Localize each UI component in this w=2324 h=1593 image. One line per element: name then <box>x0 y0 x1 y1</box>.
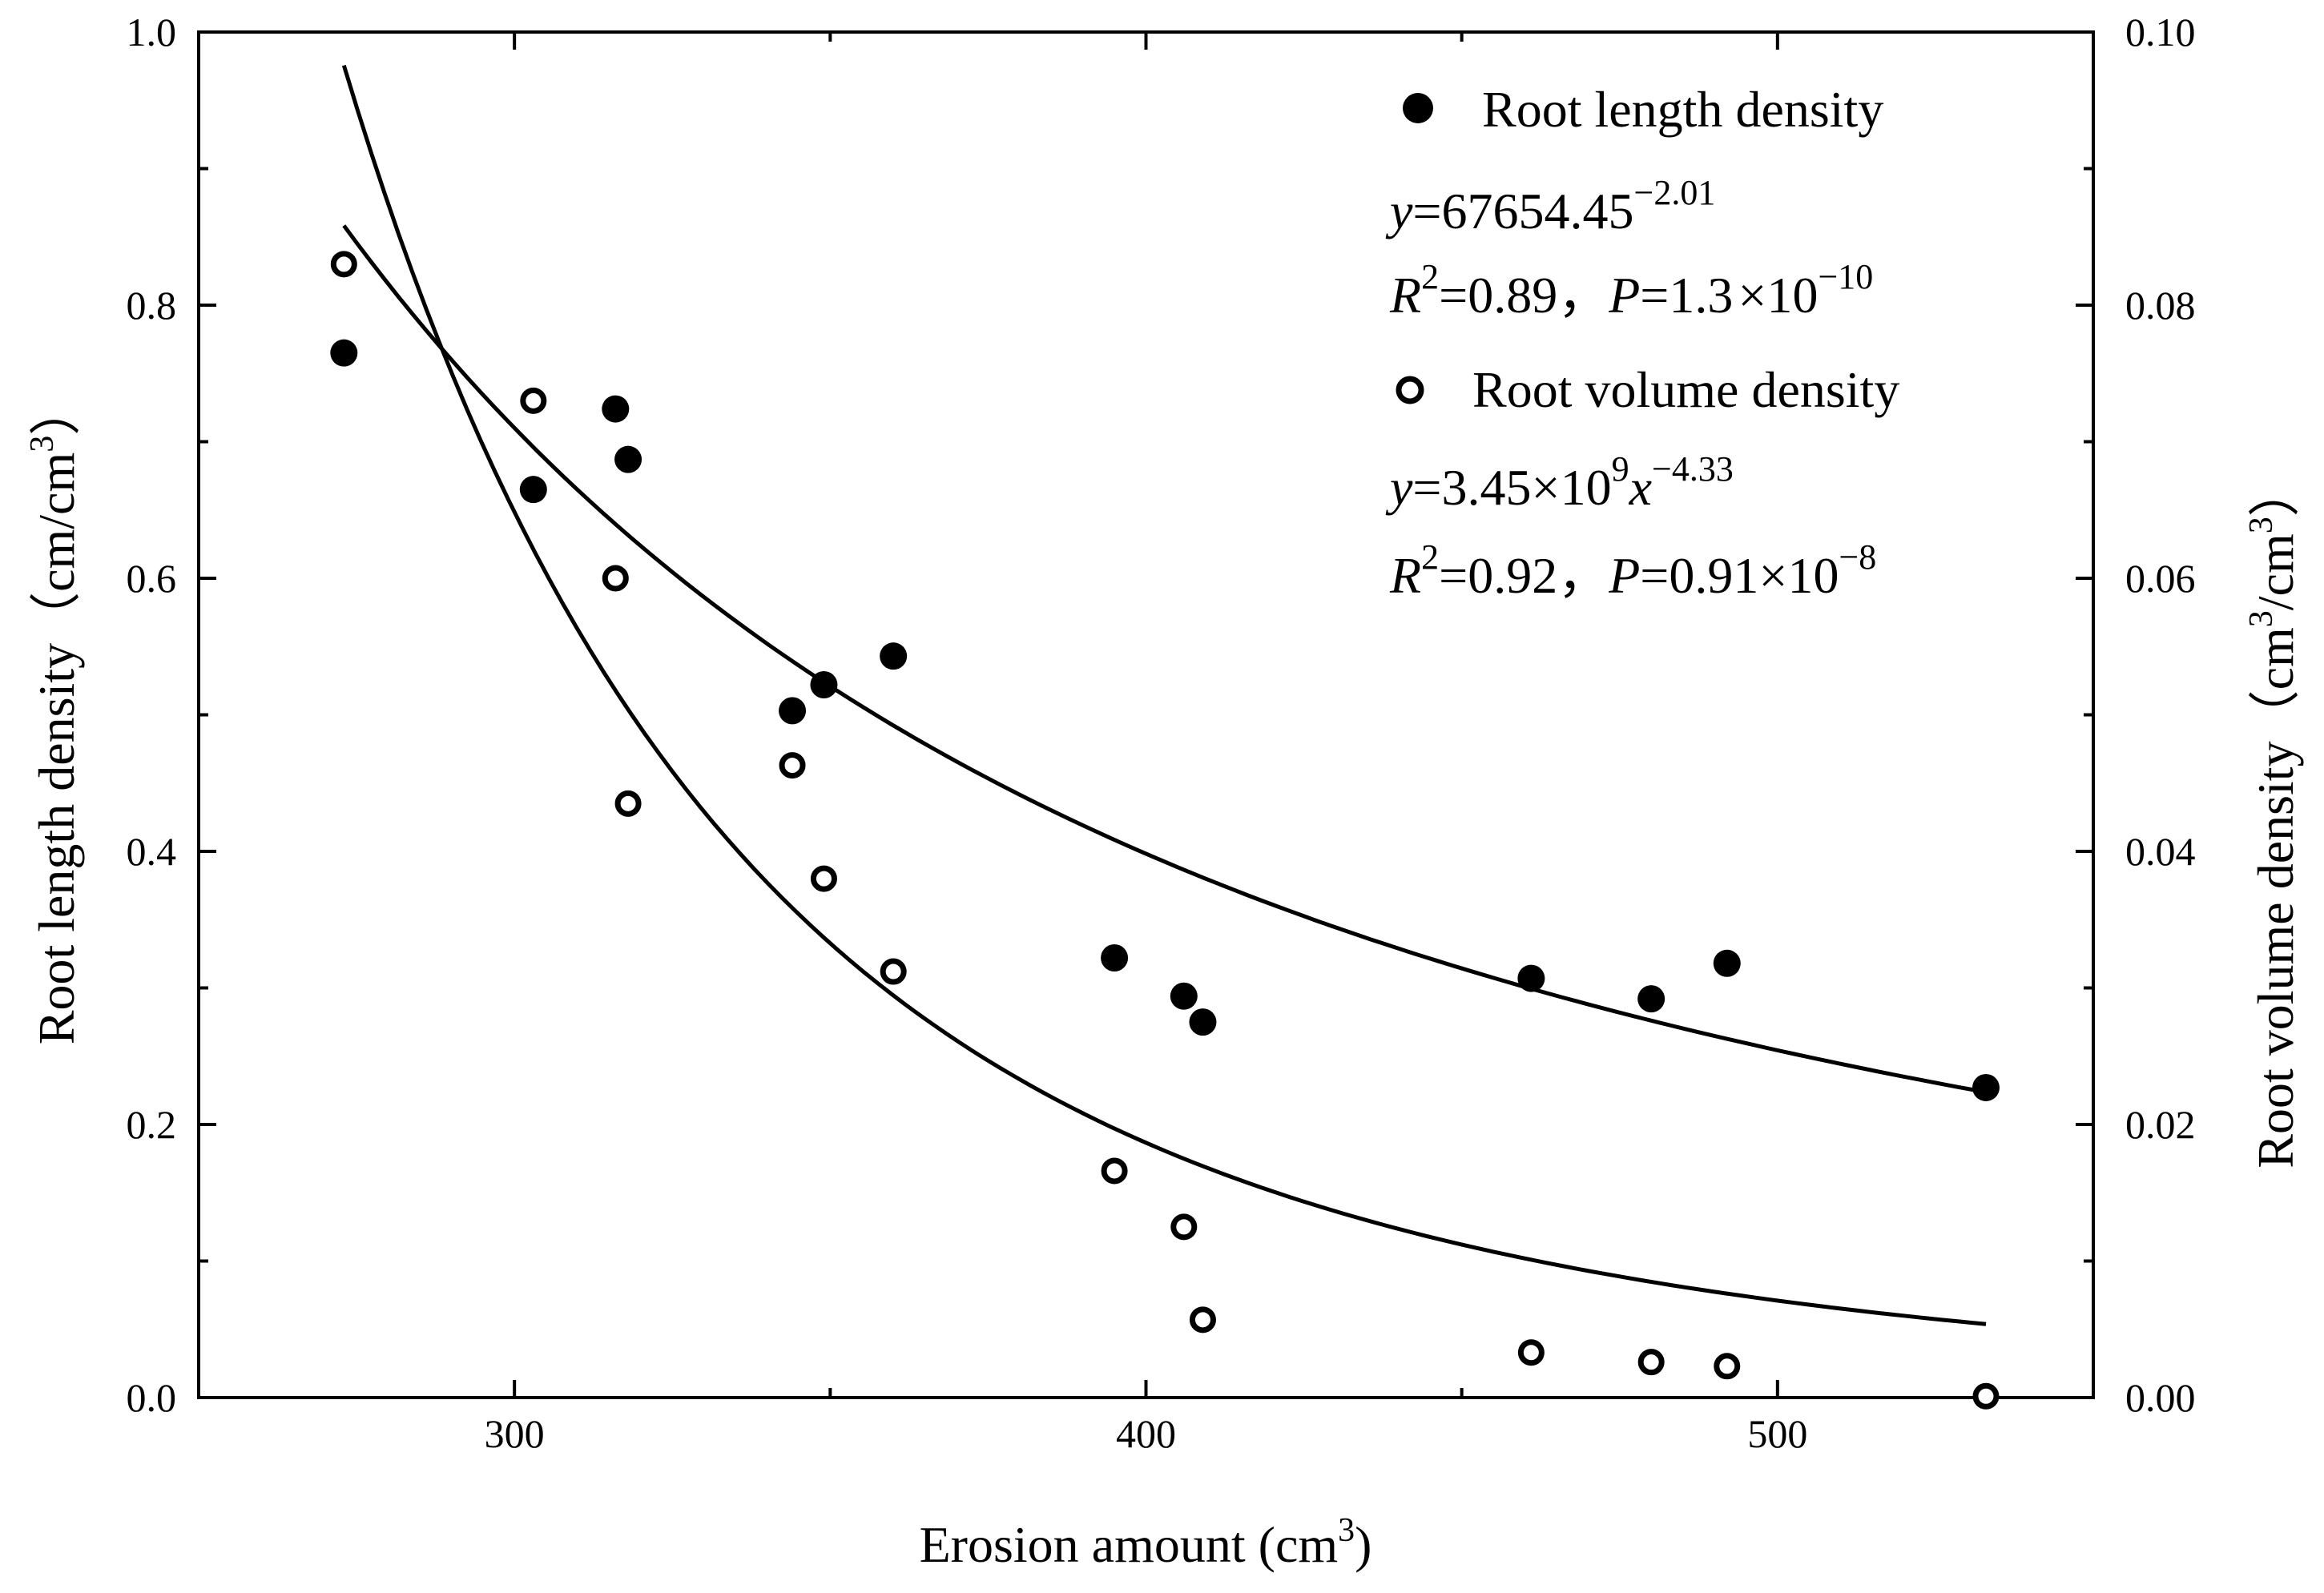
tick-labels: 300 400 500 0.0 0.2 0.4 0.6 0.8 1.0 0.00 0.02 0.04 0… <box>127 10 2196 1456</box>
plot-frame <box>197 30 2095 1399</box>
point-root-volume <box>1714 1353 1741 1380</box>
legend-marker-filled <box>1403 93 1433 123</box>
point-root-volume <box>1517 1339 1545 1366</box>
y-axis-right-title: Root volume density（cm3/cm3） <box>2243 465 2304 1168</box>
legend: Root length density y=67654.45−2.01 R2=0… <box>1385 81 1899 604</box>
point-root-volume <box>330 251 357 278</box>
point-root-volume <box>1170 1213 1198 1241</box>
legend-label-root-volume: Root volume density <box>1472 361 1899 418</box>
point-root-length <box>602 395 630 423</box>
y-axis-left-title: Root length density（cm/cm3） <box>24 384 85 1044</box>
y-right-tick-label: 0.04 <box>2125 829 2196 874</box>
x-tick-label: 500 <box>1747 1411 1807 1456</box>
point-root-length <box>779 697 807 725</box>
point-root-volume <box>614 790 642 817</box>
point-root-volume <box>779 752 806 779</box>
point-root-volume <box>1637 1349 1665 1376</box>
y-left-tick-label: 0.4 <box>127 829 177 874</box>
point-root-volume <box>602 565 629 592</box>
point-root-volume <box>1101 1157 1128 1185</box>
stats-root-volume: R2=0.92，P=0.91×10−8 <box>1389 537 1876 604</box>
y-left-tick-label: 0.8 <box>127 283 177 328</box>
point-root-length <box>880 642 908 670</box>
point-root-length <box>1517 964 1545 992</box>
equation-root-volume: y=3.45×109x−4.33 <box>1385 449 1734 516</box>
point-root-volume <box>1972 1382 2000 1410</box>
fit-curve-root-length <box>342 224 1987 1095</box>
point-root-length <box>1713 949 1741 977</box>
y-right-tick-label: 0.02 <box>2125 1102 2196 1147</box>
ticks <box>197 30 2095 1399</box>
equation-root-length: y=67654.45−2.01 <box>1385 173 1715 239</box>
point-root-length <box>810 670 838 698</box>
y-right-tick-label: 0.08 <box>2125 283 2196 328</box>
fit-lines <box>341 64 1987 1326</box>
point-root-volume <box>1189 1306 1216 1334</box>
y-left-tick-label: 0.6 <box>127 556 177 601</box>
legend-marker-open <box>1396 376 1424 404</box>
point-root-length <box>330 339 358 367</box>
x-tick-label: 400 <box>1116 1411 1176 1456</box>
y-right-tick-label: 0.10 <box>2125 10 2196 54</box>
point-root-volume <box>520 387 547 414</box>
point-root-length <box>1101 943 1129 971</box>
point-root-length <box>519 476 547 504</box>
point-root-length <box>1170 982 1198 1010</box>
legend-label-root-length: Root length density <box>1482 81 1883 138</box>
point-root-length <box>1637 985 1665 1013</box>
point-root-length <box>614 445 642 473</box>
x-tick-label: 300 <box>485 1411 545 1456</box>
x-axis-title: Erosion amount (cm3) <box>920 1512 1372 1573</box>
point-root-volume <box>880 958 907 985</box>
fit-curve-root-volume <box>341 64 1987 1326</box>
point-root-volume <box>810 865 837 892</box>
y-left-tick-label: 0.0 <box>127 1375 177 1420</box>
y-left-tick-label: 1.0 <box>127 10 177 54</box>
y-left-tick-label: 0.2 <box>127 1102 177 1147</box>
point-root-length <box>1189 1008 1217 1036</box>
point-root-length <box>1972 1073 2000 1101</box>
y-right-tick-label: 0.06 <box>2125 556 2196 601</box>
data-points <box>330 251 2000 1410</box>
stats-root-length: R2=0.89，P=1.3×10−10 <box>1389 257 1873 324</box>
y-right-tick-label: 0.00 <box>2125 1375 2196 1420</box>
